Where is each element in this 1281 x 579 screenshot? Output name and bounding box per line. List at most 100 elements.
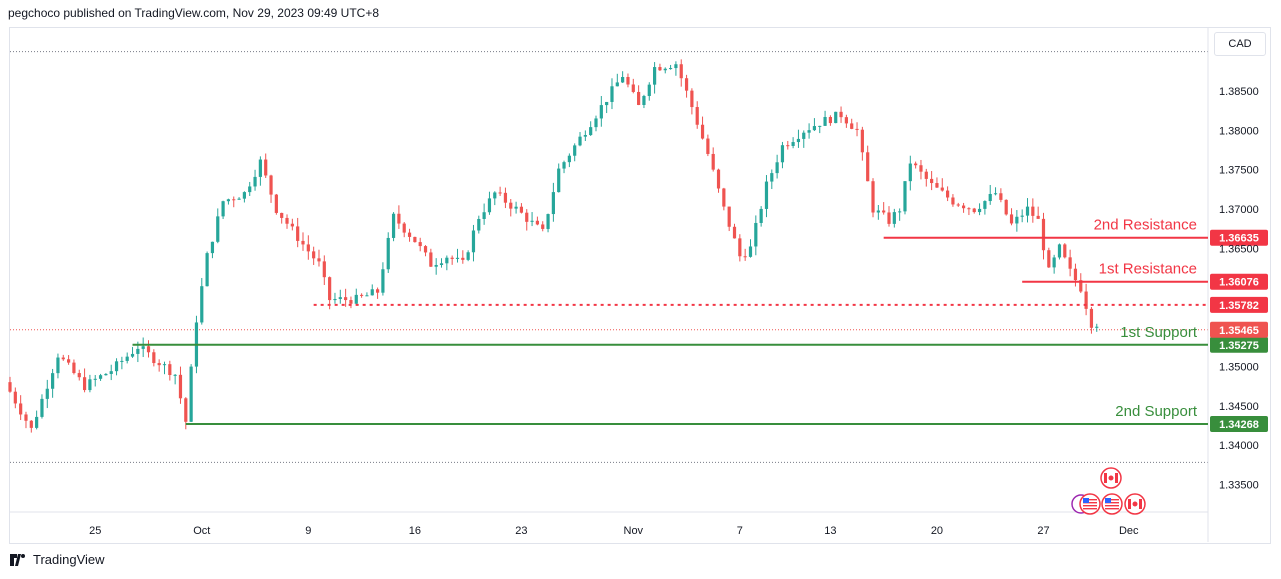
candle: [328, 276, 332, 310]
candle: [706, 134, 710, 157]
candle: [1020, 209, 1024, 223]
candle: [732, 223, 737, 239]
candle: [114, 358, 119, 376]
candle: [930, 171, 934, 191]
candle: [589, 121, 593, 136]
candle: [866, 145, 870, 182]
candle: [690, 88, 694, 115]
candle: [210, 241, 215, 259]
candle: [455, 248, 460, 263]
candle: [296, 217, 300, 248]
candle: [1004, 199, 1008, 216]
usa-flag-icon[interactable]: [1079, 493, 1101, 515]
candle: [301, 232, 305, 251]
candle: [850, 118, 854, 130]
candle: [216, 208, 220, 244]
candle: [551, 182, 555, 222]
candle: [450, 255, 454, 265]
candle: [461, 250, 465, 264]
canada-flag-icon[interactable]: [1100, 467, 1122, 489]
x-tick-label: 13: [824, 525, 836, 537]
candle: [557, 163, 561, 193]
candle: [360, 293, 364, 298]
candle: [258, 156, 262, 186]
candle: [93, 375, 97, 387]
candle: [967, 207, 971, 216]
candle: [391, 212, 396, 242]
candle: [919, 159, 923, 180]
candle: [8, 376, 12, 393]
candle: [775, 154, 779, 179]
candle: [637, 85, 641, 106]
y-tick-label: 1.34000: [1219, 440, 1259, 452]
candle: [946, 186, 950, 202]
candle: [993, 187, 998, 196]
x-tick-label: 7: [737, 525, 743, 537]
currency-button[interactable]: CAD: [1214, 32, 1266, 56]
candle: [120, 356, 124, 370]
x-tick-label: 25: [89, 525, 101, 537]
candle: [748, 239, 753, 258]
candle: [285, 214, 289, 229]
candle: [621, 71, 625, 84]
candle: [269, 174, 273, 203]
candle: [1009, 208, 1014, 226]
x-tick-label: 16: [409, 525, 421, 537]
candle: [812, 118, 817, 132]
candle: [375, 287, 380, 299]
economic-events: [1071, 467, 1146, 515]
candle: [423, 245, 428, 257]
candle: [290, 218, 294, 231]
candle: [977, 203, 982, 216]
candle: [525, 209, 529, 231]
y-tick-label: 1.38500: [1219, 86, 1259, 98]
candle: [935, 177, 939, 188]
candle: [738, 234, 742, 262]
candle: [610, 78, 614, 110]
candle: [125, 352, 129, 364]
candle: [780, 141, 785, 169]
candle: [338, 289, 342, 304]
canada-flag-icon[interactable]: [1124, 493, 1146, 515]
candle: [232, 196, 236, 208]
candle: [248, 181, 252, 197]
candle: [413, 236, 417, 243]
candle: [1057, 243, 1062, 260]
price-tag: 1.36076: [1210, 273, 1268, 290]
candle: [668, 64, 673, 70]
candle: [828, 115, 832, 126]
candle: [722, 187, 726, 211]
candle: [1036, 206, 1040, 219]
svg-text:1.34268: 1.34268: [1219, 419, 1259, 431]
candle: [386, 232, 390, 273]
time-axis: 25 Oct 9 16 23 Nov 7 13 20 27 Dec: [89, 525, 1139, 537]
candle: [546, 213, 550, 233]
svg-text:1.35782: 1.35782: [1219, 300, 1259, 312]
y-tick-label: 1.37000: [1219, 204, 1259, 216]
candle: [716, 168, 721, 193]
candle: [498, 186, 502, 196]
candle: [802, 130, 806, 148]
candle: [168, 360, 172, 381]
candle: [274, 193, 278, 215]
candle: [317, 249, 321, 267]
candle: [679, 59, 683, 87]
candle: [445, 255, 449, 271]
candle: [56, 353, 60, 379]
candle: [626, 73, 630, 88]
candle: [146, 340, 151, 358]
x-tick-label: 23: [515, 525, 527, 537]
candle: [519, 203, 524, 214]
tradingview-brand: TradingView: [10, 552, 105, 567]
candle: [711, 147, 715, 172]
candle: [892, 208, 896, 228]
price-axis: 1.390001.385001.380001.375001.370001.365…: [1219, 47, 1259, 492]
usa-flag-icon[interactable]: [1101, 493, 1123, 515]
candle: [1068, 249, 1072, 277]
level-label: 2nd Resistance: [1094, 217, 1197, 234]
svg-text:1.36635: 1.36635: [1219, 233, 1259, 245]
candle: [51, 368, 55, 398]
candle: [67, 355, 71, 365]
candle: [407, 228, 412, 242]
